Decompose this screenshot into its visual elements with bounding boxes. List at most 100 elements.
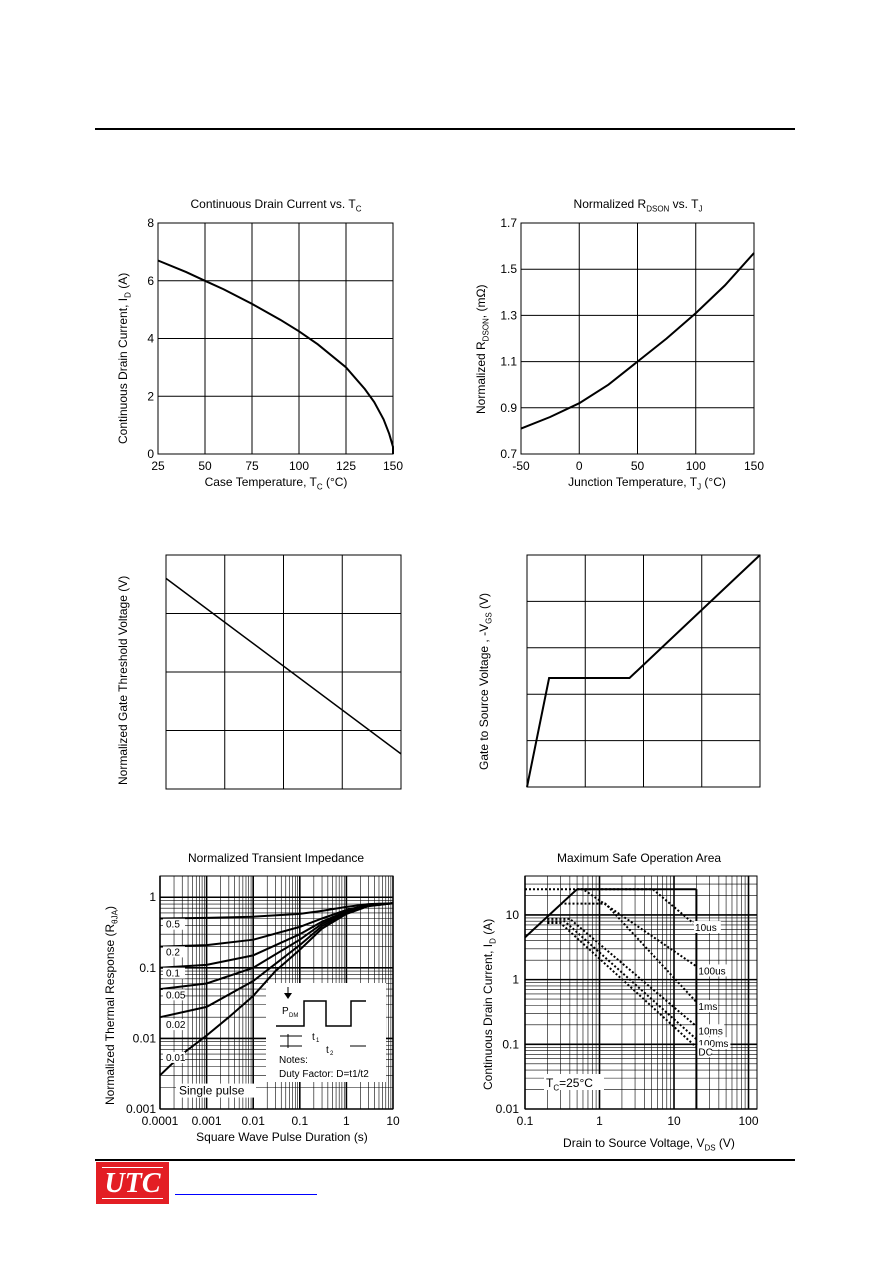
footer-link[interactable] (175, 1194, 317, 1195)
series-label-bg (694, 921, 721, 934)
y-tick-label: 6 (147, 274, 154, 288)
header-rule (95, 128, 795, 130)
curve-label-bg (163, 967, 185, 979)
y-tick-label: 1.7 (500, 216, 517, 230)
series-line (547, 920, 698, 1040)
inset-notes: Notes: (279, 1055, 308, 1066)
curve-label-bg (163, 946, 185, 958)
curve-label: 0.01 (166, 1053, 186, 1064)
footer-rule (95, 1159, 795, 1161)
y-tick-label: 0.7 (500, 447, 517, 461)
series-label: 10us (695, 923, 717, 934)
chart-title: Normalized RDSON vs. TJ (573, 197, 703, 214)
y-tick-label: 0.1 (139, 961, 156, 975)
x-tick-label: 125 (336, 459, 356, 473)
x-tick-label: 100 (289, 459, 309, 473)
y-tick-label: 1.5 (500, 262, 517, 276)
x-tick-label: 0.01 (242, 1114, 266, 1128)
curve-label: 0.5 (166, 920, 180, 931)
series-line (577, 888, 694, 924)
series-label-bg (697, 1045, 712, 1058)
x-tick-label: 25 (151, 459, 165, 473)
logo-line-top (102, 1167, 163, 1168)
curve-label: 0.02 (166, 1020, 186, 1031)
x-tick-label: -50 (512, 459, 530, 473)
curve-label: 0.1 (166, 969, 180, 980)
series-line (524, 888, 578, 939)
tc-annotation-bg (544, 1074, 604, 1090)
series-line (159, 902, 394, 1077)
y-tick-label: 0.001 (126, 1102, 156, 1116)
curve-label-bg (163, 1019, 185, 1031)
series-line (526, 554, 761, 788)
x-axis-label: Junction Temperature, TJ (°C) (568, 475, 726, 492)
x-tick-label: 150 (744, 459, 764, 473)
y-tick-label: 1.1 (500, 355, 517, 369)
y-tick-label: 0.1 (502, 1037, 519, 1051)
y-tick-label: 0.01 (133, 1031, 157, 1045)
x-tick-label: 0.001 (192, 1114, 222, 1128)
y-tick-label: 10 (506, 908, 520, 922)
curve-label-bg (163, 989, 185, 1001)
series-line (159, 902, 394, 920)
plot-frame (159, 875, 394, 1110)
x-tick-label: 100 (686, 459, 706, 473)
series-label: 100ms (698, 1039, 728, 1050)
single-pulse-bg (176, 1083, 256, 1098)
pdm-arrowhead (284, 993, 292, 999)
x-axis-label: Drain to Source Voltage, VDS (V) (563, 1136, 735, 1153)
y-axis-label: Continuous Drain Current, ID (A) (481, 918, 498, 1090)
series-line (525, 888, 697, 968)
y-tick-label: 1 (512, 973, 519, 987)
series-label: 100us (698, 966, 725, 977)
x-tick-label: 10 (386, 1114, 400, 1128)
t1-label: t (312, 1032, 315, 1043)
t2-sub-label: 2 (330, 1051, 334, 1057)
series-line (560, 902, 698, 1003)
x-tick-label: 10 (667, 1114, 681, 1128)
inset-box (266, 983, 386, 1082)
y-tick-label: 0.01 (496, 1102, 520, 1116)
y-tick-label: 1.3 (500, 308, 517, 322)
pdm-label: P (282, 1006, 289, 1017)
utc-logo: UTC (96, 1162, 169, 1204)
series-line (547, 922, 698, 1049)
x-tick-label: 1 (596, 1114, 603, 1128)
plot-frame (524, 875, 758, 1110)
y-tick-label: 0 (147, 447, 154, 461)
series-line (157, 259, 394, 454)
y-tick-label: 0.9 (500, 401, 517, 415)
logo-line-bottom (102, 1198, 163, 1199)
single-pulse-label: Single pulse (179, 1084, 245, 1098)
y-tick-label: 1 (149, 890, 156, 904)
series-line (165, 577, 402, 755)
pdm-sub-label: DM (289, 1013, 298, 1019)
pulse-waveform (276, 1000, 366, 1027)
x-tick-label: 100 (738, 1114, 758, 1128)
chart-title: Maximum Safe Operation Area (556, 851, 722, 865)
curve-label: 0.05 (166, 990, 186, 1001)
t2-label: t (326, 1045, 329, 1056)
y-tick-label: 8 (147, 216, 154, 230)
x-tick-label: 75 (245, 459, 259, 473)
chart-title: Normalized Transient Impedance (187, 851, 365, 865)
y-tick-label: 4 (147, 332, 154, 346)
x-tick-label: 150 (383, 459, 403, 473)
x-axis-label: Square Wave Pulse Duration (s) (196, 1130, 368, 1144)
curve-label-bg (163, 1051, 185, 1063)
curve-label: 0.2 (166, 947, 180, 958)
series-label: DC (698, 1047, 712, 1058)
series-label: 10ms (698, 1026, 722, 1037)
inset-duty: Duty Factor: D=t1/t2 (279, 1069, 369, 1080)
logo-text: UTC (104, 1168, 161, 1199)
tc-annotation: TC=25°C (546, 1076, 593, 1093)
x-tick-label: 0.1 (517, 1114, 534, 1128)
x-tick-label: 50 (631, 459, 645, 473)
x-tick-label: 50 (198, 459, 212, 473)
series-line (547, 917, 698, 1028)
